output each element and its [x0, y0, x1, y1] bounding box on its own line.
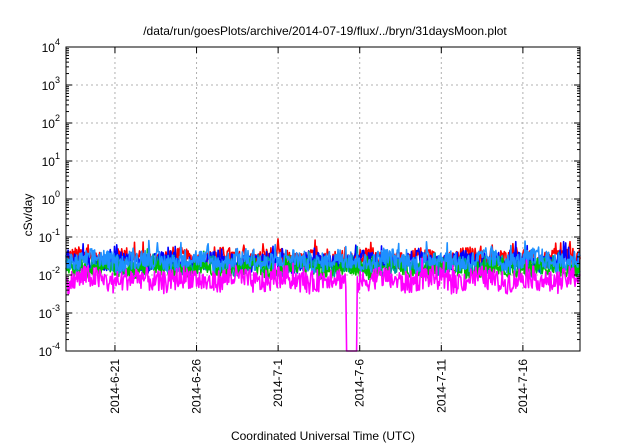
y-tick-label: 101	[42, 151, 60, 169]
x-tick-label: 2014-7-6	[353, 359, 367, 407]
y-tick-label: 10-2	[39, 265, 60, 283]
ticks: 104 103 102 101 100 10-1 10-2 10-3 10-4 2014-6-21…	[39, 37, 580, 414]
y-tick-label: 10-3	[39, 303, 60, 321]
y-tick-label: 10-4	[39, 341, 60, 359]
y-axis-label: cSv/day	[21, 194, 35, 237]
y-tick-label: 104	[42, 37, 60, 55]
y-tick-label: 102	[42, 113, 60, 131]
x-tick-label: 2014-7-11	[434, 359, 448, 413]
x-tick-label: 2014-7-1	[271, 359, 285, 407]
series-line	[65, 239, 581, 274]
x-tick-label: 2014-6-26	[190, 359, 204, 414]
x-tick-label: 2014-7-16	[516, 359, 530, 414]
x-tick-label: 2014-6-21	[108, 359, 122, 414]
series-group	[65, 238, 581, 352]
y-tick-label: 100	[42, 189, 60, 207]
series-line	[65, 257, 581, 352]
grid	[66, 46, 580, 352]
chart-title: /data/run/goesPlots/archive/2014-07-19/f…	[143, 24, 507, 38]
x-axis-label: Coordinated Universal Time (UTC)	[231, 429, 415, 443]
y-tick-label: 103	[42, 75, 60, 93]
y-tick-label: 10-1	[39, 227, 60, 245]
